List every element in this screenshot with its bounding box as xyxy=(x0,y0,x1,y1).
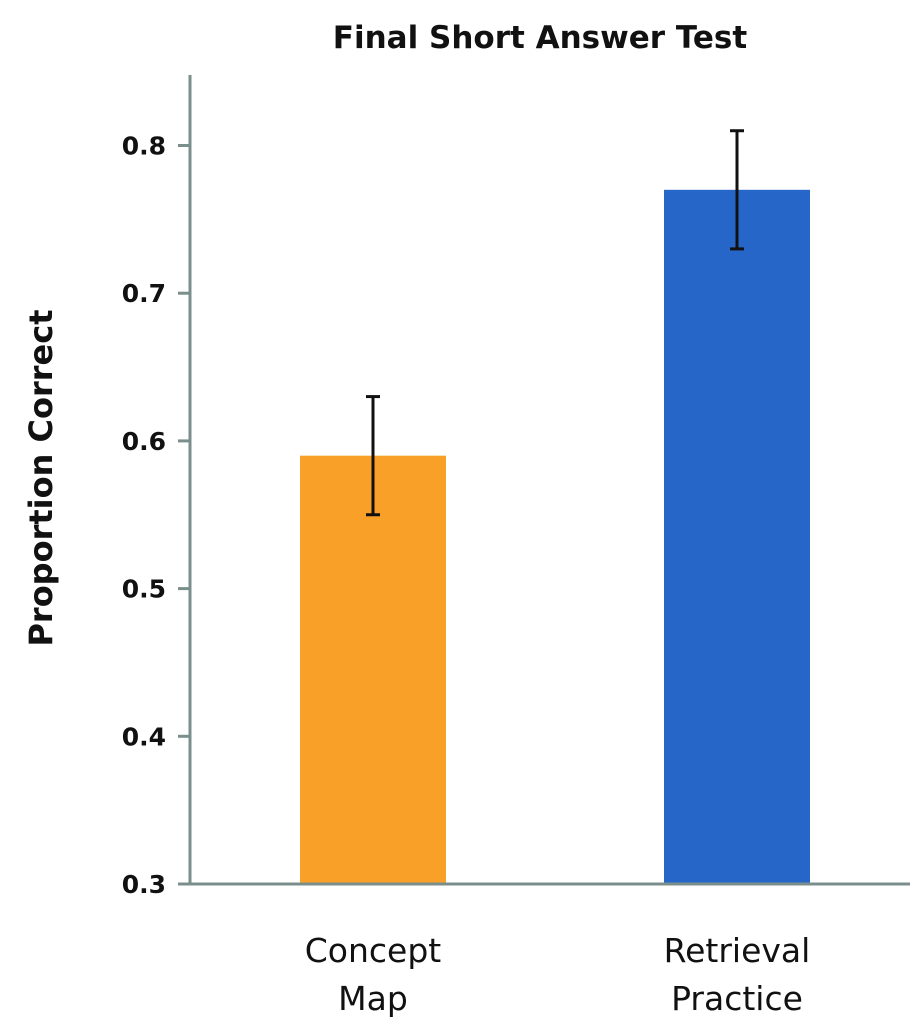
bar-1 xyxy=(664,189,810,884)
y-tick-label: 0.4 xyxy=(122,722,166,751)
bar-0 xyxy=(300,455,446,884)
x-category-label: Concept xyxy=(305,931,442,970)
chart-title: Final Short Answer Test xyxy=(333,20,748,56)
x-category-label: Map xyxy=(338,979,408,1018)
y-tick-label: 0.6 xyxy=(122,427,166,456)
y-axis-ticks: 0.3 0.4 0.5 0.6 0.7 0.8 xyxy=(122,132,190,899)
error-bars-group xyxy=(366,129,744,517)
x-category-label: Retrieval xyxy=(664,931,811,970)
bars-group xyxy=(300,189,810,884)
y-tick-label: 0.3 xyxy=(122,870,166,899)
y-axis-label: Proportion Correct xyxy=(22,309,60,646)
x-axis-labels: Concept Map Retrieval Practice xyxy=(305,931,811,1018)
y-tick-label: 0.7 xyxy=(122,279,166,308)
x-category-label: Practice xyxy=(671,979,803,1018)
y-tick-label: 0.8 xyxy=(122,132,166,161)
y-tick-label: 0.5 xyxy=(122,575,166,604)
